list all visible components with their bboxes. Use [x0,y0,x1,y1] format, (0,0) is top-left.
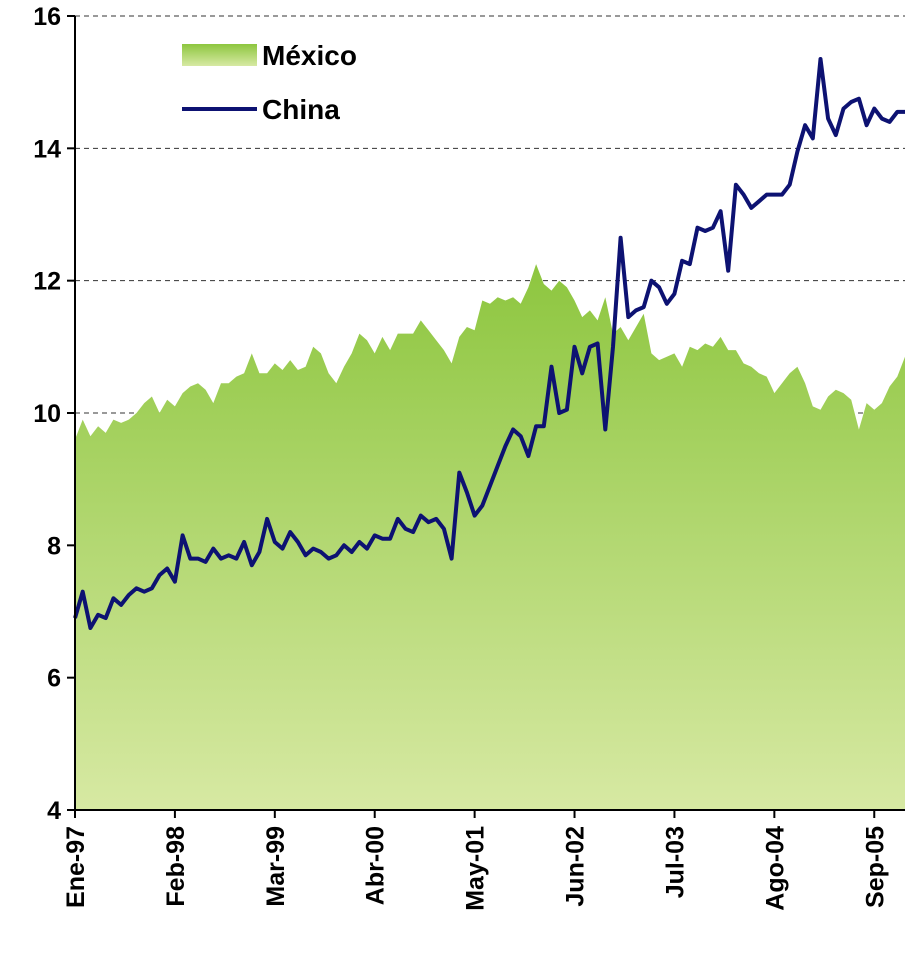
y-tick-label: 8 [47,532,61,560]
legend-label: México [262,40,357,71]
x-tick-label: Feb-98 [162,826,190,907]
page: {"chart_data": {"type": "line", "categor… [0,0,908,966]
x-tick-label: Jul-03 [661,826,689,898]
y-tick-label: 16 [33,3,61,31]
x-tick-label: Abr-00 [362,826,390,905]
legend-swatch [182,44,257,66]
x-tick-label: Ene-97 [62,826,90,908]
y-tick-label: 10 [33,400,61,428]
x-tick-label: Mar-99 [262,826,290,907]
x-tick-label: Ago-04 [761,826,789,911]
y-tick-label: 6 [47,665,61,693]
y-tick-label: 12 [33,268,61,296]
x-tick-label: Jun-02 [562,826,590,907]
y-tick-label: 14 [33,135,61,163]
x-tick-label: May-01 [462,826,490,911]
chart: 4 6 8 10 12 14 16 Ene-97 Feb-98 Mar-99 Abr-00 May-0… [0,0,908,966]
y-tick-label: 4 [47,797,61,825]
x-tick-label: Sep-05 [861,826,889,908]
legend-label: China [262,94,340,125]
area [75,264,905,810]
